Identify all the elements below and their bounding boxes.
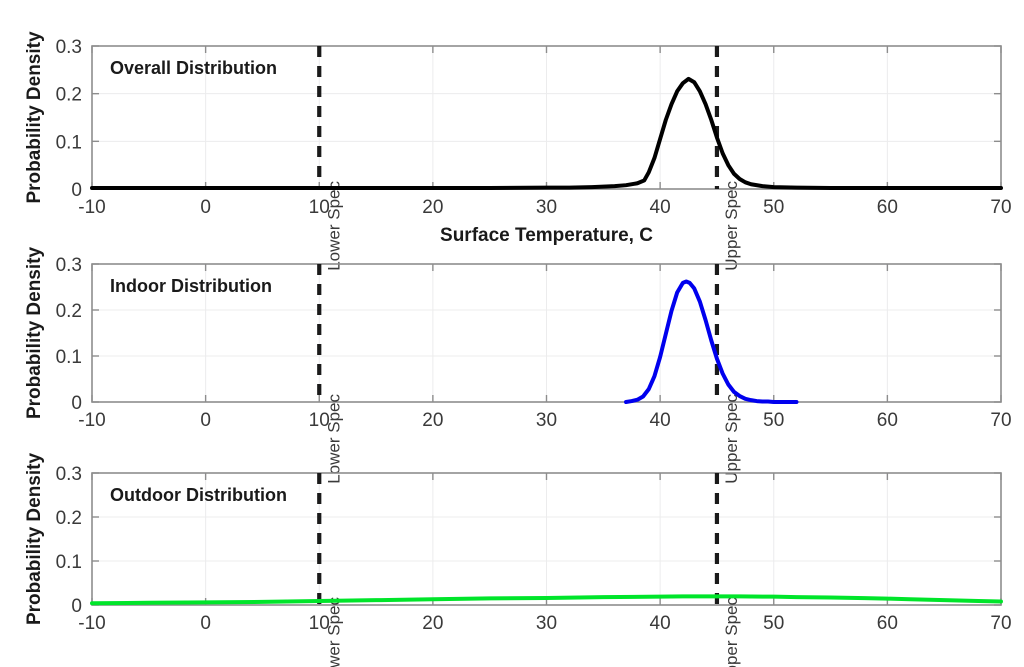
x-tick-label: 50 xyxy=(763,410,784,431)
x-tick-label: 0 xyxy=(200,613,211,634)
y-tick-label: 0 xyxy=(71,180,82,201)
spec-line-label: Lower Spec xyxy=(324,394,343,484)
spec-line-label: Lower Spec xyxy=(324,181,343,271)
x-tick-label: 20 xyxy=(422,197,443,218)
x-tick-label: 60 xyxy=(877,613,898,634)
x-tick-label: 40 xyxy=(650,613,671,634)
spec-line-label: Lower Spec xyxy=(324,597,343,667)
x-tick-label: 60 xyxy=(877,410,898,431)
y-tick-label: 0.3 xyxy=(56,464,82,485)
panel-title: Overall Distribution xyxy=(110,58,277,78)
y-tick-label: 0 xyxy=(71,596,82,617)
x-axis-title: Surface Temperature, C xyxy=(440,225,653,246)
y-tick-label: 0.3 xyxy=(56,255,82,276)
x-tick-label: 0 xyxy=(200,197,211,218)
data-curve xyxy=(624,279,799,404)
x-tick-label: 10 xyxy=(309,410,330,431)
x-tick-label: 70 xyxy=(990,410,1011,431)
x-tick-label: -10 xyxy=(78,613,105,634)
x-tick-label: 30 xyxy=(536,410,557,431)
y-axis-title: Probability Density xyxy=(24,31,45,204)
y-tick-label: 0.1 xyxy=(56,132,82,153)
x-tick-label: 50 xyxy=(763,613,784,634)
x-tick-label: -10 xyxy=(78,410,105,431)
x-tick-label: -10 xyxy=(78,197,105,218)
spec-line-label: Upper Spec xyxy=(722,597,741,667)
panel-title: Outdoor Distribution xyxy=(110,485,287,505)
y-tick-label: 0.1 xyxy=(56,347,82,368)
x-tick-label: 50 xyxy=(763,197,784,218)
x-tick-label: 10 xyxy=(309,613,330,634)
x-tick-label: 60 xyxy=(877,197,898,218)
data-curve xyxy=(90,594,1003,606)
y-tick-label: 0.2 xyxy=(56,508,82,529)
data-curve xyxy=(90,76,1003,191)
x-tick-label: 30 xyxy=(536,613,557,634)
x-tick-label: 70 xyxy=(990,613,1011,634)
x-tick-label: 70 xyxy=(990,197,1011,218)
y-tick-label: 0.2 xyxy=(56,85,82,106)
y-tick-label: 0.1 xyxy=(56,552,82,573)
y-tick-label: 0.3 xyxy=(56,37,82,58)
panel-title: Indoor Distribution xyxy=(110,276,272,296)
spec-line-label: Upper Spec xyxy=(722,181,741,271)
y-axis-title: Probability Density xyxy=(24,453,45,626)
x-tick-label: 20 xyxy=(422,613,443,634)
y-tick-label: 0 xyxy=(71,393,82,414)
x-tick-label: 0 xyxy=(200,410,211,431)
y-tick-label: 0.2 xyxy=(56,301,82,322)
x-tick-label: 10 xyxy=(309,197,330,218)
x-tick-label: 40 xyxy=(650,410,671,431)
x-tick-label: 30 xyxy=(536,197,557,218)
x-tick-label: 20 xyxy=(422,410,443,431)
y-axis-title: Probability Density xyxy=(24,247,45,420)
spec-line-label: Upper Spec xyxy=(722,394,741,484)
x-tick-label: 40 xyxy=(650,197,671,218)
